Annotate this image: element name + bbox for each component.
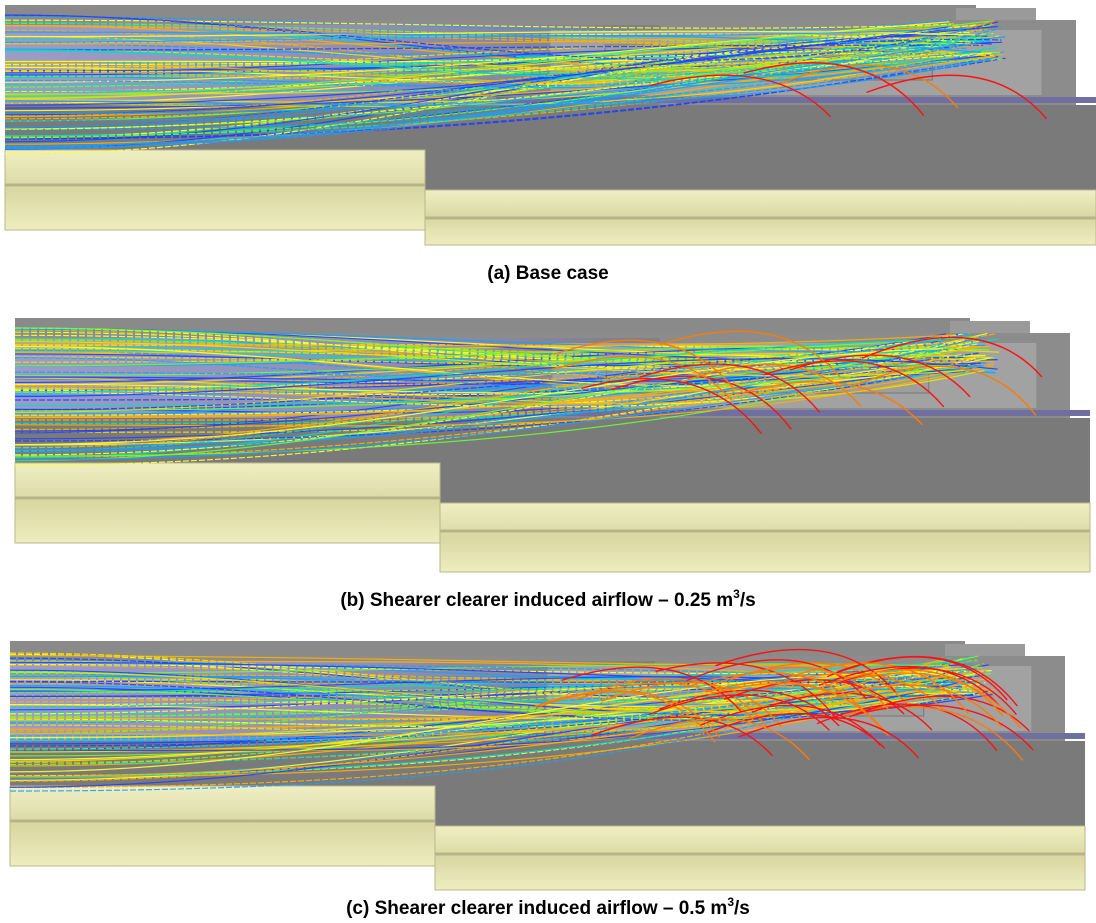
caption-tail: /s xyxy=(740,590,756,611)
slab-right xyxy=(440,503,1090,572)
caption: (a) Base case xyxy=(487,263,608,284)
slab-left xyxy=(15,463,440,543)
caption: (c) Shearer clearer induced airflow – 0.… xyxy=(346,895,750,919)
caption-tail: /s xyxy=(734,898,750,919)
caption-text: (b) Shearer clearer induced airflow – 0.… xyxy=(340,590,733,611)
conveyor-edge xyxy=(499,410,1090,416)
slab-right xyxy=(435,826,1085,890)
slab-left xyxy=(5,150,425,230)
caption: (b) Shearer clearer induced airflow – 0.… xyxy=(340,587,755,611)
panel-image xyxy=(15,318,1090,572)
panel-image xyxy=(5,5,1096,245)
page: (a) Base case (b) Shearer clearer induce… xyxy=(0,0,1096,923)
panel-image xyxy=(10,641,1085,890)
slab-left xyxy=(10,786,435,866)
figure: (a) Base case (b) Shearer clearer induce… xyxy=(0,0,1096,923)
caption-text: (c) Shearer clearer induced airflow – 0.… xyxy=(346,898,727,919)
